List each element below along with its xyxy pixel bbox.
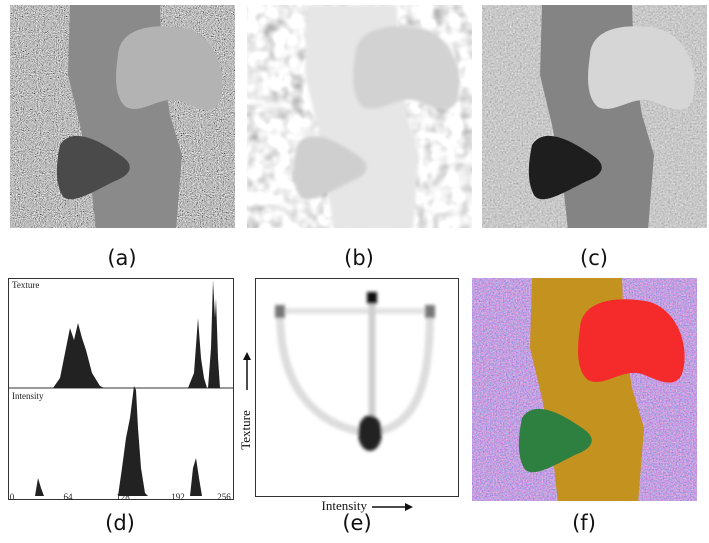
page-body: (a) (b) (c) Texture Intensity 0 64 128 1… xyxy=(0,0,709,543)
figure: (a) (b) (c) Texture Intensity 0 64 128 1… xyxy=(0,0,709,543)
page: {"panels": [{"caption": "(a)"}, {"captio… xyxy=(0,0,709,543)
axis-label: Texture xyxy=(238,410,253,450)
image-c xyxy=(482,5,707,230)
joint-histogram-panel: Intensity Texture xyxy=(238,279,459,513)
caption: (c) xyxy=(580,246,608,270)
caption: (a) xyxy=(107,246,136,270)
spot xyxy=(275,305,285,318)
spot xyxy=(367,292,377,304)
caption: (e) xyxy=(342,511,371,535)
spot xyxy=(358,415,382,451)
caption: (d) xyxy=(105,511,135,535)
frame xyxy=(9,279,234,500)
image-a xyxy=(10,5,235,230)
spot xyxy=(425,305,435,318)
x-tick-label: 64 xyxy=(64,492,74,502)
arrow-head xyxy=(243,352,251,360)
x-tick-label: 0 xyxy=(10,492,15,502)
label: Intensity xyxy=(12,391,44,401)
caption: (b) xyxy=(344,246,374,270)
label: Texture xyxy=(12,280,39,290)
image-b xyxy=(247,5,472,230)
x-tick-label: 256 xyxy=(217,492,231,502)
histogram-panel: Texture Intensity 0 64 128 192 256 xyxy=(8,279,234,503)
x-tick-label: 128 xyxy=(116,492,130,502)
arrow-head xyxy=(405,503,413,511)
x-tick-label: 192 xyxy=(171,492,185,502)
caption: (f) xyxy=(572,511,596,535)
image-f xyxy=(472,278,697,503)
segmentation xyxy=(472,278,697,503)
